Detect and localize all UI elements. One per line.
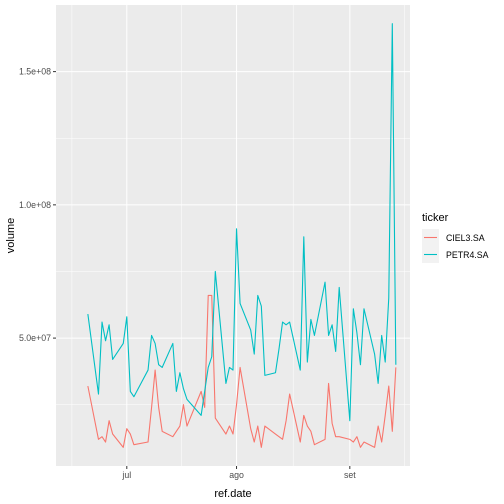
legend: ticker CIEL3.SA PETR4.SA <box>422 212 489 263</box>
x-tick-label: set <box>344 470 356 480</box>
x-axis-title: ref.date <box>214 488 251 500</box>
y-tick-label: 5.0e+07 <box>19 333 51 343</box>
y-axis-title: volume <box>5 218 17 253</box>
series-layer <box>87 23 397 448</box>
series-line-ciel3-sa <box>87 294 397 448</box>
y-tick-label: 1.5e+08 <box>19 67 51 77</box>
y-axis: 5.0e+07 1.0e+08 1.5e+08 <box>19 67 56 343</box>
series-line-petr4-sa <box>87 23 397 422</box>
legend-label-ciel3-sa: CIEL3.SA <box>446 233 485 243</box>
legend-label-petr4-sa: PETR4.SA <box>446 250 489 260</box>
x-tick-label: jul <box>121 470 131 480</box>
plot-panel <box>56 5 410 466</box>
x-axis: jul ago set <box>121 466 356 480</box>
x-tick-label: ago <box>229 470 244 480</box>
legend-title: ticker <box>422 212 449 224</box>
y-tick-label: 1.0e+08 <box>19 200 51 210</box>
